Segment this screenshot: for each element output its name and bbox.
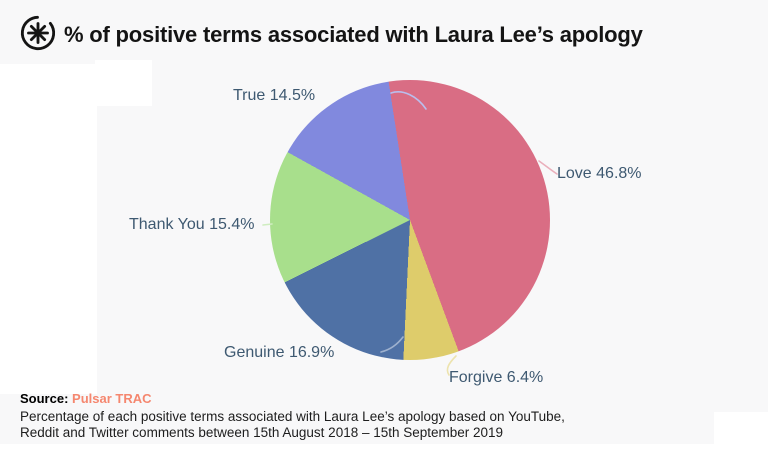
header: % of positive terms associated with Laur… — [0, 0, 768, 64]
page-title: % of positive terms associated with Laur… — [64, 22, 643, 47]
source-line: Source: Pulsar TRAC — [20, 391, 750, 406]
source-link[interactable]: Pulsar TRAC — [72, 391, 152, 406]
background-artifact-left — [0, 64, 97, 394]
slice-label-true: True 14.5% — [233, 87, 316, 104]
background-artifact-bottom — [0, 444, 768, 459]
slice-label-forgive: Forgive 6.4% — [449, 369, 544, 386]
slice-label-love: Love 46.8% — [557, 165, 642, 182]
asterisk-burst-logo-icon — [20, 15, 56, 51]
description-line-1: Percentage of each positive terms associ… — [20, 409, 565, 424]
chart-description: Percentage of each positive terms associ… — [20, 409, 750, 440]
background-artifact-top — [95, 60, 152, 106]
description-line-2: Reddit and Twitter comments between 15th… — [20, 424, 504, 440]
slice-label-genuine: Genuine 16.9% — [224, 344, 335, 361]
slice-label-thank-you: Thank You 15.4% — [129, 216, 255, 233]
background-artifact-bottom-right — [714, 412, 768, 459]
pie-chart — [270, 80, 550, 360]
footer: Source: Pulsar TRAC Percentage of each p… — [20, 391, 750, 440]
source-label: Source: — [20, 391, 69, 406]
